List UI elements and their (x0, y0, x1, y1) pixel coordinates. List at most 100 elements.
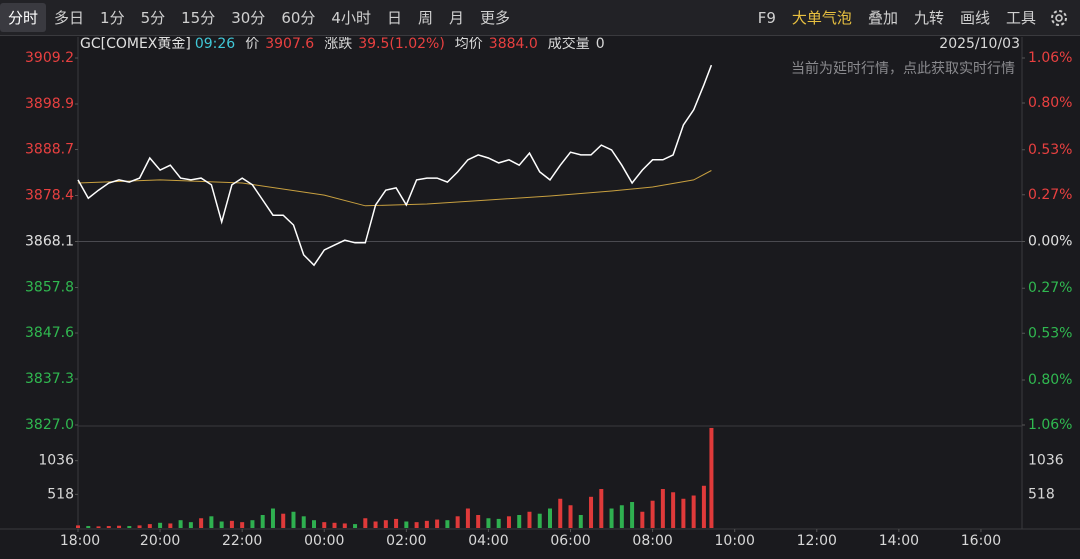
x-tick-label: 14:00 (879, 533, 919, 549)
volume-tick-label: 1036 (1028, 453, 1064, 469)
toolbar-button[interactable]: 九转 (913, 9, 944, 27)
volume-bar (548, 508, 552, 528)
volume-bar (394, 518, 399, 528)
volume-bar (599, 489, 604, 528)
volume-bar (691, 495, 696, 528)
tool-buttons: F9 大单气泡 叠加 九转 画线 工具 (750, 0, 1080, 36)
y-tick-label: 3888.7 (25, 142, 74, 158)
volume-bar (701, 485, 706, 528)
toolbar-button[interactable]: 叠加 (867, 9, 898, 27)
volume-bar (709, 427, 714, 528)
toolbar-button[interactable]: 日 (386, 9, 402, 27)
chart: GC[COMEX黄金] 09:26 价 3907.6 涨跌 39.5(1.02%) 均价 38… (0, 37, 1080, 549)
period-tabs: 分时 多日 1分 5分 15分 30分 60分 4小时日周月更多 (0, 0, 518, 36)
volume-bar (414, 522, 419, 528)
y-tick-label: 3857.8 (25, 279, 74, 295)
info-line: GC[COMEX黄金] 09:26 价 3907.6 涨跌 39.5(1.02%) 均价 38… (80, 37, 605, 52)
volume-bar (373, 521, 378, 528)
symbol: GC[COMEX黄金] (80, 37, 191, 52)
y2-tick-label: 1.06% (1028, 417, 1072, 433)
volume-bar (640, 511, 645, 528)
time: 09:26 (195, 37, 235, 52)
volume-bar (609, 508, 614, 528)
delay-notice[interactable]: 当前为延时行情，点此获取实时行情 (791, 60, 1015, 77)
toolbar-button[interactable]: F9 (757, 8, 776, 27)
toolbar-button[interactable]: 工具 (1005, 9, 1036, 27)
toolbar-button[interactable]: 4小时 (331, 9, 371, 27)
settings-icon[interactable] (1048, 7, 1070, 29)
price-line (77, 64, 713, 267)
volume-bar (660, 489, 665, 528)
y2-tick-label: 0.53% (1028, 142, 1072, 158)
volume-bar (578, 515, 583, 528)
date: 2025/10/03 (939, 37, 1020, 52)
volume-bar (363, 518, 368, 528)
volume-bar (517, 515, 522, 528)
toolbar-button[interactable]: 60分 (281, 9, 316, 27)
x-tick-label: 16:00 (961, 533, 1001, 549)
volume-bar (229, 520, 234, 528)
toolbar-button[interactable]: 5分 (140, 9, 166, 27)
volume-bar (568, 505, 573, 528)
volume-bar (188, 522, 193, 528)
volume-bar (589, 496, 594, 528)
volume-bar (117, 525, 122, 528)
volume-bar (219, 521, 224, 528)
toolbar-button[interactable]: 大单气泡 (791, 9, 852, 27)
volume-bar (537, 513, 542, 528)
volume-bar (527, 511, 532, 528)
y-tick-label: 3827.0 (25, 417, 74, 433)
y-tick-label: 3837.3 (25, 371, 74, 387)
x-tick-label: 08:00 (632, 533, 672, 549)
volume-bar (137, 525, 142, 528)
x-tick-label: 02:00 (386, 533, 426, 549)
info-value: 0 (596, 37, 605, 52)
volume-bar (199, 518, 204, 528)
volume-bar (270, 508, 275, 528)
volume-bar (168, 523, 173, 528)
y-tick-label: 3868.1 (25, 234, 74, 250)
toolbar-button[interactable]: 周 (417, 9, 433, 27)
volume-bar (86, 526, 91, 528)
y2-tick-label: 0.80% (1028, 95, 1072, 111)
toolbar-button[interactable]: 15分 (181, 9, 216, 27)
y-tick-label: 3847.6 (25, 325, 74, 341)
volume-bar (301, 516, 306, 528)
info-value: 39.5(1.02%) (358, 37, 445, 52)
volume-bar (240, 522, 245, 528)
volume-bar (465, 508, 470, 528)
toolbar-button[interactable]: 月 (448, 9, 464, 27)
volume-bar (178, 520, 183, 528)
toolbar-button[interactable]: 画线 (959, 9, 990, 27)
volume-bar (496, 518, 501, 528)
toolbar-button[interactable]: 更多 (480, 9, 511, 27)
volume-tick-label: 1036 (38, 453, 74, 469)
volume-bar (250, 520, 255, 528)
volume-bar (96, 526, 101, 528)
volume-tick-label: 518 (47, 486, 74, 502)
toolbar-button[interactable]: 30分 (231, 9, 266, 27)
volume-bar (476, 515, 481, 528)
info-value: 3907.6 (265, 37, 314, 52)
info-value: 3884.0 (489, 37, 538, 52)
volume-bar (127, 526, 132, 528)
volume-bar (630, 502, 635, 528)
average-line (77, 170, 712, 207)
volume-bar (486, 518, 491, 528)
volume-bar (147, 524, 152, 528)
volume-bar (681, 498, 686, 528)
volume-bar (281, 513, 286, 528)
volume-bar (312, 520, 316, 528)
toolbar-button[interactable]: 多日 (54, 9, 85, 27)
info-label: 涨跌 (324, 37, 352, 52)
volume-bar (424, 520, 429, 528)
y2-tick-label: 1.06% (1028, 50, 1072, 66)
volume-tick-label: 518 (1028, 486, 1055, 502)
volume-bar (383, 520, 388, 528)
x-tick-label: 06:00 (550, 533, 590, 549)
y-tick-label: 3878.4 (25, 188, 74, 204)
volume-bar (506, 516, 511, 528)
toolbar-button[interactable]: 1分 (100, 9, 125, 27)
toolbar-button[interactable]: 分时 (0, 3, 47, 32)
